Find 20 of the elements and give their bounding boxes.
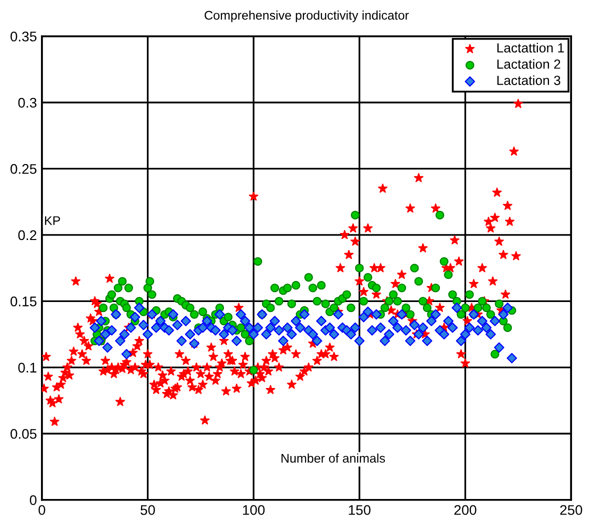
x-tick-label: 0 — [38, 505, 46, 515]
y-tick-label: 0 — [30, 495, 36, 506]
x-tick-label: 150 — [348, 505, 370, 515]
legend-label: Lactattion 1 — [497, 42, 564, 53]
x-tick-label: 250 — [560, 505, 582, 515]
x-tick-label: 50 — [140, 505, 155, 515]
y-tick-label: 0.3 — [18, 98, 36, 108]
y-tick-label: 0.15 — [10, 296, 36, 306]
chart-title: Comprehensive productivity indicator — [204, 10, 409, 22]
x-tick-label: 200 — [454, 505, 476, 515]
x-axis-title: Number of animals — [282, 454, 385, 463]
y-tick-label: 0.2 — [18, 230, 36, 240]
y-tick-label: 0.25 — [10, 164, 36, 174]
x-tick-label: 100 — [243, 505, 265, 515]
legend-label: Lactation 3 — [497, 75, 560, 86]
y-axis-title: KP — [45, 216, 60, 225]
y-tick-label: 0.35 — [10, 32, 36, 42]
legend-label: Lactation 2 — [497, 59, 560, 69]
y-tick-label: 0.1 — [18, 362, 36, 373]
y-tick-label: 0.05 — [10, 428, 36, 439]
